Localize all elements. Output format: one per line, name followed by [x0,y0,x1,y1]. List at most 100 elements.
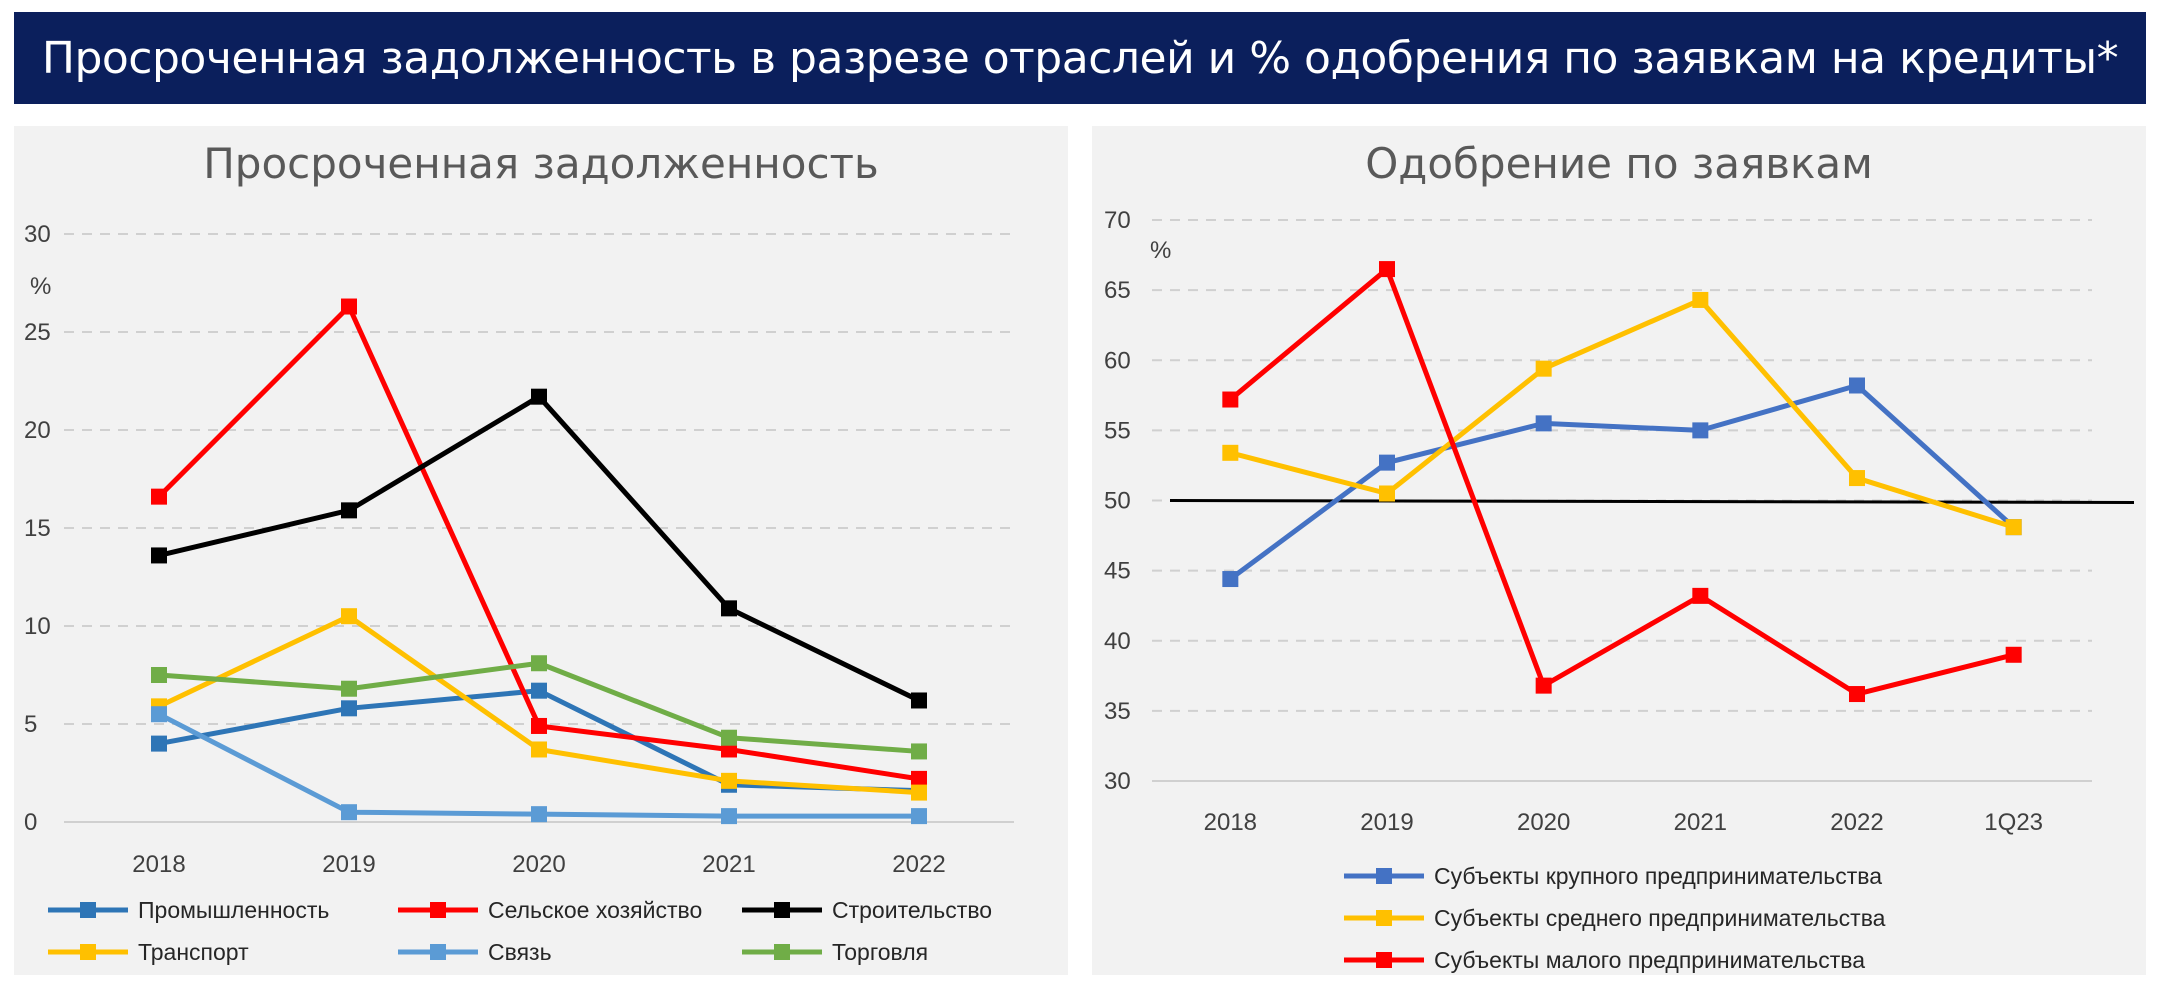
data-point-3 [531,741,547,758]
data-point-0 [1849,377,1865,394]
data-point-2 [911,692,927,709]
data-point-5 [341,680,357,697]
data-point-2 [1379,261,1395,278]
overdue-debt-chart: Просроченная задолженность 0 5 10 15 20 25 30% 2… [24,139,1014,965]
data-point-1 [531,717,547,734]
x-tick-label: 2021 [1674,809,1727,836]
data-point-1 [1692,291,1709,308]
data-point-1 [1849,470,1865,487]
x-tick-label: 1Q23 [1984,809,2043,836]
chart-title: Просроченная задолженность [203,139,879,188]
x-tick-label: 2018 [1204,809,1257,836]
reference-line [1169,499,2135,504]
y-axis-label: % [30,273,51,300]
legend-label: Субъекты среднего предпринимательства [1434,905,1886,931]
legend-swatch-marker [774,902,790,918]
legend-label: Транспорт [138,939,249,965]
legend-swatch-marker [1376,910,1392,926]
data-point-1 [341,298,357,315]
x-tick-label: 2020 [1517,809,1570,836]
x-tick-label: 2019 [322,851,375,878]
data-point-5 [911,743,927,760]
data-point-1 [151,488,167,505]
legend-label: Связь [488,939,552,965]
legend-label: Субъекты малого предпринимательства [1434,947,1865,973]
data-point-1 [1379,485,1395,502]
data-point-4 [911,808,927,825]
data-point-0 [1379,454,1395,471]
data-point-4 [531,806,547,823]
chart-title: Одобрение по заявкам [1365,139,1873,188]
x-tick-label: 2022 [892,851,945,878]
data-point-5 [151,667,167,683]
data-point-0 [1222,571,1239,588]
data-point-1 [1535,360,1552,377]
legend-swatch-marker [774,944,790,960]
legend-swatch-marker [1376,952,1392,968]
report-banner: Просроченная задолженность в разрезе отр… [14,12,2146,104]
data-point-2 [531,388,547,405]
x-tick-label: 2018 [132,851,185,878]
data-point-3 [341,608,357,625]
y-tick-label: 20 [24,417,51,444]
y-tick-label: 30 [1104,768,1131,795]
legend-label: Строительство [832,897,992,923]
data-point-1 [911,770,927,787]
y-tick-label: 60 [1104,347,1131,374]
data-point-1 [1222,444,1239,461]
y-tick-label: 55 [1104,417,1131,444]
data-point-0 [1535,415,1552,432]
legend-label: Субъекты крупного предпринимательства [1434,863,1882,889]
series-line-5 [158,660,920,754]
data-point-0 [1692,422,1709,439]
data-point-4 [151,706,167,723]
data-point-5 [531,655,547,672]
data-point-2 [1692,587,1709,604]
data-point-2 [2005,646,2022,663]
legend-swatch-marker [430,902,446,918]
data-point-0 [151,735,167,752]
y-axis-label: % [1150,237,1171,264]
y-tick-label: 65 [1104,277,1131,304]
legend-swatch-marker [1376,868,1392,884]
approval-chart-panel: Одобрение по заявкам 30 35 40 45 50 55 60 65 70% 2… [1092,126,2146,975]
data-point-2 [1535,677,1552,694]
y-tick-label: 40 [1104,628,1131,655]
series-line-1 [1229,297,2015,530]
loan-approval-chart: Одобрение по заявкам 30 35 40 45 50 55 60 65 70% 2… [1104,139,2135,973]
x-tick-label: 2022 [1830,809,1883,836]
data-point-2 [151,547,167,564]
x-tick-label: 2020 [512,851,565,878]
data-point-2 [1222,391,1239,408]
data-point-0 [531,682,547,699]
legend-swatch-marker [80,944,96,960]
y-tick-label: 10 [24,613,51,640]
y-tick-label: 0 [24,809,37,836]
data-point-2 [1849,686,1865,703]
data-point-5 [721,729,737,746]
data-point-3 [721,772,737,789]
overdue-debt-chart-panel: Просроченная задолженность 0 5 10 15 20 25 30% 2… [14,126,1068,975]
y-tick-label: 35 [1104,698,1131,725]
data-point-4 [341,804,357,821]
y-tick-label: 5 [24,711,37,738]
x-tick-label: 2019 [1360,809,1413,836]
y-tick-label: 70 [1104,207,1131,234]
data-point-2 [721,600,737,617]
series-line-1 [157,304,920,782]
legend-swatch-marker [80,902,96,918]
legend-label: Торговля [832,939,928,965]
y-tick-label: 30 [24,221,51,248]
data-point-4 [721,808,737,825]
series-line-0 [1228,382,2016,582]
legend-label: Сельское хозяйство [488,897,702,923]
banner-title: Просроченная задолженность в разрезе отр… [41,32,2119,84]
legend-label: Промышленность [138,897,329,923]
y-tick-label: 50 [1104,488,1131,515]
y-tick-label: 25 [24,319,51,346]
series-line-2 [1228,266,2015,697]
legend-swatch-marker [430,944,446,960]
y-tick-label: 15 [24,515,51,542]
y-tick-label: 45 [1104,558,1131,585]
data-point-3 [911,784,927,801]
